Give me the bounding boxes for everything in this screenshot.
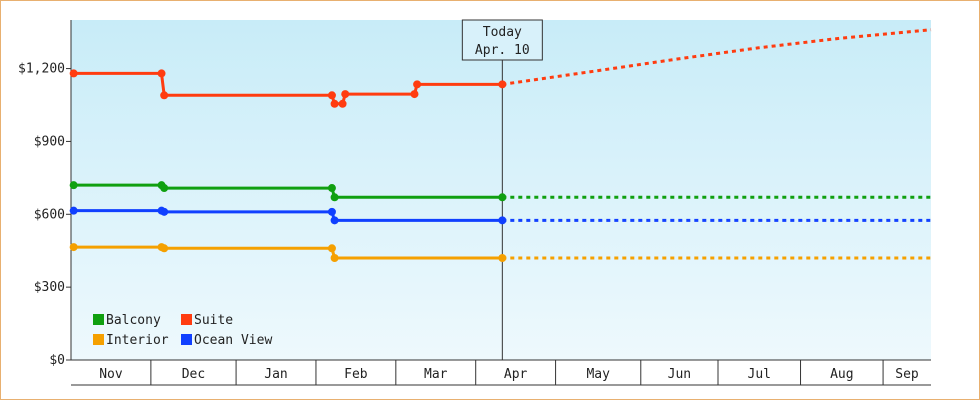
x-axis: Nov Dec Jan Feb Mar Apr May Jun Jul Aug Sep	[71, 359, 931, 386]
ocean-view-data-point	[69, 206, 78, 215]
suite-data-point	[410, 90, 419, 99]
balcony-data-point	[498, 193, 507, 202]
today-date-label: Apr. 10	[475, 43, 530, 58]
x-tick-label: May	[586, 367, 610, 382]
legend: Balcony Suite Interior Ocean View	[93, 313, 272, 348]
legend-swatch-ocean-view	[181, 334, 192, 345]
legend-label-ocean-view: Ocean View	[194, 333, 272, 348]
y-tick-label: $300	[34, 280, 65, 295]
interior-data-point	[330, 254, 339, 262]
x-tick-label: Sep	[895, 367, 919, 382]
suite-data-point	[498, 80, 507, 89]
ocean-view-data-point	[160, 207, 169, 216]
suite-data-point	[160, 91, 169, 100]
suite-data-point	[413, 80, 422, 89]
suite-data-point	[338, 99, 347, 108]
interior-history-line	[73, 245, 503, 260]
x-tick-label: Aug	[830, 367, 853, 382]
suite-forecast-line	[502, 28, 932, 86]
x-tick-label: Apr	[504, 367, 528, 382]
legend-label-suite: Suite	[194, 313, 233, 328]
legend-swatch-suite	[181, 314, 192, 325]
x-tick-label: Nov	[99, 367, 123, 382]
legend-label-balcony: Balcony	[106, 313, 161, 328]
balcony-data-point	[69, 181, 78, 190]
today-label-box	[461, 19, 543, 61]
interior-data-point	[160, 244, 169, 253]
interior-data-point	[498, 254, 507, 262]
balcony-history-line	[73, 183, 503, 199]
today-marker: Today Apr. 10	[461, 19, 543, 360]
y-tick-label: $900	[34, 134, 65, 149]
suite-data-point	[69, 69, 78, 78]
today-label: Today	[483, 25, 522, 40]
ocean-view-data-point	[327, 207, 336, 216]
legend-label-interior: Interior	[106, 333, 169, 348]
y-axis: $0 $300 $600 $900 $1,200	[18, 20, 72, 368]
suite-data-point	[330, 99, 339, 108]
suite-data-point	[157, 69, 166, 78]
plot-area	[71, 20, 931, 360]
ocean-view-data-point	[498, 216, 507, 225]
ocean-view-data-point	[330, 216, 339, 225]
y-tick-label: $600	[34, 207, 65, 222]
interior-data-point	[327, 244, 336, 253]
x-tick-label: Jan	[264, 367, 287, 382]
balcony-data-point	[160, 184, 169, 193]
x-tick-label: Mar	[424, 367, 448, 382]
y-tick-label: $1,200	[18, 62, 65, 77]
ocean-view-history-line	[73, 209, 503, 222]
suite-data-point	[327, 91, 336, 100]
balcony-data-point	[327, 184, 336, 193]
legend-swatch-interior	[93, 334, 104, 345]
x-tick-label: Jul	[748, 367, 771, 382]
interior-data-point	[69, 243, 78, 252]
x-tick-label: Dec	[182, 367, 205, 382]
series-lines	[69, 28, 932, 262]
x-tick-label: Jun	[668, 367, 691, 382]
legend-swatch-balcony	[93, 314, 104, 325]
balcony-data-point	[330, 193, 339, 202]
y-tick-label: $0	[49, 353, 65, 368]
x-tick-label: Feb	[344, 367, 368, 382]
suite-data-point	[341, 90, 350, 99]
